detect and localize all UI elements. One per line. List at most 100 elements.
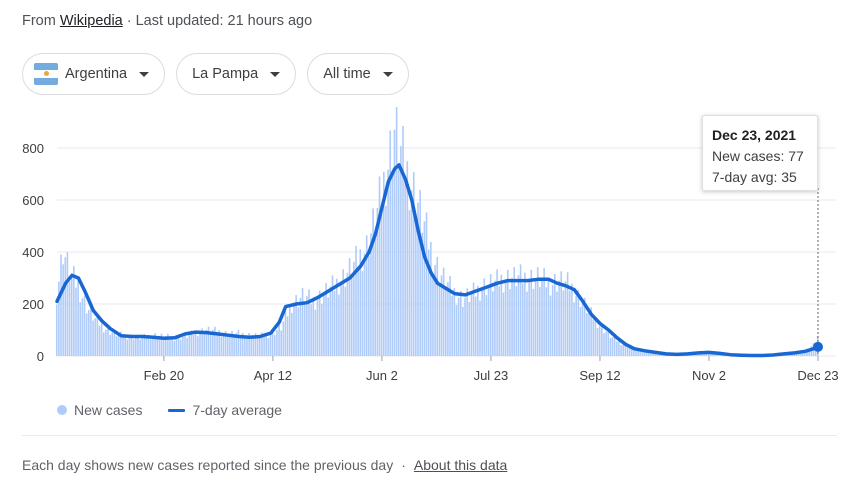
x-tick-label: Jun 2 [366, 368, 398, 383]
case-bar [190, 330, 193, 356]
case-bar [222, 333, 225, 356]
case-bar [143, 334, 146, 356]
new-cases-swatch [57, 405, 67, 415]
case-bar [556, 291, 558, 356]
case-bar [588, 309, 590, 356]
case-bar [64, 257, 67, 356]
case-bar [179, 339, 182, 356]
case-bar [415, 217, 417, 356]
x-tick-label: Sep 12 [579, 368, 620, 383]
case-bar [639, 349, 642, 356]
case-bar [62, 264, 64, 356]
case-bar [85, 313, 88, 356]
case-bar [406, 161, 409, 356]
case-bar [603, 333, 605, 356]
case-bar [348, 258, 351, 356]
case-bar [641, 349, 644, 356]
case-bar [417, 202, 419, 356]
case-bar [211, 329, 214, 356]
about-data-link[interactable]: About this data [413, 457, 508, 473]
case-bar [425, 212, 428, 356]
case-bar [291, 313, 293, 356]
case-bar [278, 324, 280, 356]
case-bar [571, 283, 573, 356]
case-bar [613, 336, 616, 356]
case-bar [395, 107, 398, 356]
case-bar [259, 335, 261, 356]
case-bar [135, 337, 137, 356]
footer-separator: · [401, 457, 406, 473]
case-bar [137, 334, 139, 356]
case-bar [513, 267, 515, 356]
wikipedia-link[interactable]: Wikipedia [59, 13, 123, 29]
case-bar [541, 277, 543, 356]
case-bar [252, 335, 255, 356]
case-bar [286, 316, 289, 356]
case-bar [419, 190, 421, 356]
legend-average: 7-day average [192, 402, 282, 418]
case-bar [267, 338, 270, 356]
case-bar [209, 333, 212, 356]
dropdown-arrow-icon [270, 71, 281, 77]
case-bar [139, 339, 141, 356]
y-tick-label: 200 [22, 297, 44, 312]
case-bar [79, 302, 82, 356]
cases-chart[interactable]: 0 200 400 600 800 Feb 20 Apr 12 Jun 2 Jul 23 Sep… [0, 100, 854, 400]
case-bar [214, 326, 216, 356]
case-bar [197, 336, 199, 356]
case-bar [167, 333, 169, 356]
case-bar [314, 309, 317, 356]
case-bar [624, 343, 627, 356]
case-bar [329, 286, 332, 356]
case-bar [502, 292, 505, 356]
case-bar [498, 286, 501, 356]
case-bar [226, 336, 229, 356]
case-bar [100, 323, 103, 356]
case-bar [492, 291, 494, 356]
y-tick-label: 800 [22, 141, 44, 156]
case-bar [81, 298, 84, 356]
region-filter[interactable]: La Pampa [176, 53, 297, 95]
case-bar [551, 284, 554, 356]
case-bar [479, 300, 481, 356]
case-bar [393, 129, 396, 356]
case-bar [276, 330, 278, 356]
case-bar [536, 267, 539, 356]
case-bar [622, 344, 625, 356]
case-bar [241, 332, 244, 356]
case-bar [244, 338, 246, 356]
case-bar [284, 311, 287, 356]
case-bar [526, 291, 528, 356]
case-bar [164, 336, 167, 356]
case-bar [449, 275, 451, 356]
case-bar [605, 331, 607, 356]
case-bar [60, 254, 62, 356]
country-filter[interactable]: Argentina [22, 53, 166, 95]
case-bar [117, 333, 120, 356]
case-bar [402, 125, 404, 357]
y-tick-label: 600 [22, 193, 44, 208]
case-bar [350, 276, 353, 356]
case-bar [592, 319, 595, 356]
case-bar [530, 269, 533, 356]
case-bar [615, 341, 618, 356]
case-bar [331, 275, 334, 356]
case-bar [194, 330, 197, 356]
case-bar [55, 304, 58, 356]
case-bar [504, 280, 507, 356]
case-bar [489, 274, 492, 356]
case-bar [201, 328, 203, 356]
case-bar [573, 302, 575, 356]
case-bar [359, 249, 362, 356]
case-bar [412, 172, 415, 356]
case-bar [539, 287, 541, 356]
case-bar [205, 330, 208, 356]
period-filter[interactable]: All time [307, 53, 409, 95]
seven-day-average-line [55, 163, 820, 358]
divider [22, 435, 837, 436]
case-bar [650, 351, 652, 356]
case-bar [545, 287, 548, 356]
case-bar [98, 325, 101, 356]
case-bar [562, 290, 565, 356]
case-bar [192, 334, 195, 356]
